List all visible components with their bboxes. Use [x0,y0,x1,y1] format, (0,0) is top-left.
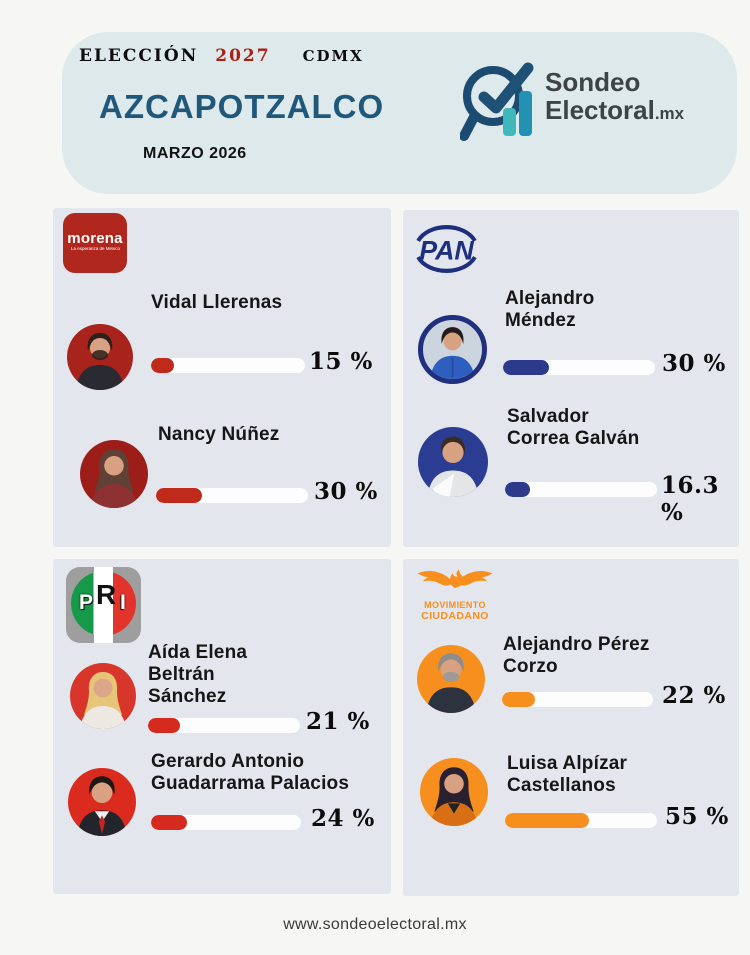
candidate-name: Alejandro Méndez [505,288,595,331]
kicker-label: ELECCIÓN [79,46,199,66]
percent-label: 22 % [662,682,726,709]
candidate-name: Gerardo Antonio Guadarrama Palacios [151,751,350,794]
morena-logo-text: morena [67,230,123,247]
poll-bar-fill [148,718,180,733]
candidate-name: Nancy Núñez [158,424,280,445]
pri-logo-circle [71,571,136,636]
poll-bar-fill [156,488,202,503]
mc-logo-line2: CIUDADANO [421,610,489,622]
pri-logo: P R I [66,567,141,643]
brand-tld: .mx [654,104,685,123]
kicker-region: CDMX [302,47,364,65]
poll-bar [156,488,308,503]
poll-bar [503,360,655,375]
candidate-name: Salvador Correa Galván [507,406,640,449]
percent-label: 55 % [665,803,729,830]
mc-logo-line1: MOVIMIENTO [424,600,486,610]
candidate-name: Vidal Llerenas [151,292,283,313]
poll-bar-fill [151,815,187,830]
percent-label: 15 % [309,348,373,375]
brand-line1: Sondeo [545,67,641,97]
candidate-photo [67,324,133,390]
kicker-year: 2027 [215,46,271,66]
brand-name: Sondeo Electoral.mx [545,68,684,142]
kicker: ELECCIÓN 2027 CDMX [79,46,364,66]
candidate-photo [417,645,485,713]
pan-logo: PAN [416,224,477,274]
percent-label: 30 % [314,478,378,505]
pri-logo-letter: P [79,591,94,614]
poll-bar [148,718,300,733]
panel-morena: morena La esperanza de México Vidal Ller… [53,208,391,547]
pan-logo-text: PAN [419,236,474,266]
poll-bar-fill [505,813,589,828]
page-title: AZCAPOTZALCO [99,88,385,125]
candidate-photo [420,758,488,826]
poll-bar [505,482,657,497]
candidate-name: Alejandro Pérez Corzo [503,634,650,677]
morena-logo: morena La esperanza de México [63,213,127,273]
panel-pan: PAN Alejandro Méndez 30 % Salvador Corre… [403,210,739,547]
morena-logo-subtext: La esperanza de México [71,247,121,252]
poll-bar-fill [503,360,549,375]
pri-logo-letter: I [120,591,126,614]
percent-label: 16.3 % [661,472,720,526]
poll-date: MARZO 2026 [143,145,247,162]
poll-bar [151,358,305,373]
candidate-photo [418,427,488,497]
mc-eagle-icon [417,569,493,588]
candidate-name: Luisa Alpízar Castellanos [507,753,628,796]
candidate-photo [418,315,487,384]
header: ELECCIÓN 2027 CDMX AZCAPOTZALCO MARZO 20… [62,32,737,194]
percent-label: 24 % [311,805,375,832]
brand-line2: Electoral.mx [545,95,685,125]
percent-label: 30 % [662,350,726,377]
poll-bar-fill [151,358,175,373]
poll-bar [502,692,653,707]
poll-bar [505,813,657,828]
mc-logo: MOVIMIENTO CIUDADANO [415,568,495,622]
percent-label: 21 % [306,708,370,735]
magnifier-chart-icon [460,62,534,141]
poll-bar-fill [502,692,536,707]
brand-logo: Sondeo Electoral.mx [460,60,684,142]
pri-logo-letter: R [96,579,117,610]
candidate-photo [68,768,136,836]
candidate-photo [80,440,148,508]
candidate-photo [70,663,136,729]
panel-pri: P R I Aída Elena Beltrán Sánchez 21 % Ge… [53,559,391,894]
poll-bar-fill [505,482,530,497]
poll-bar [151,815,301,830]
candidate-name: Aída Elena Beltrán Sánchez [148,642,248,707]
footer-url: www.sondeoelectoral.mx [283,916,467,933]
panel-mc: MOVIMIENTO CIUDADANO Alejandro Pérez Cor… [403,559,739,896]
